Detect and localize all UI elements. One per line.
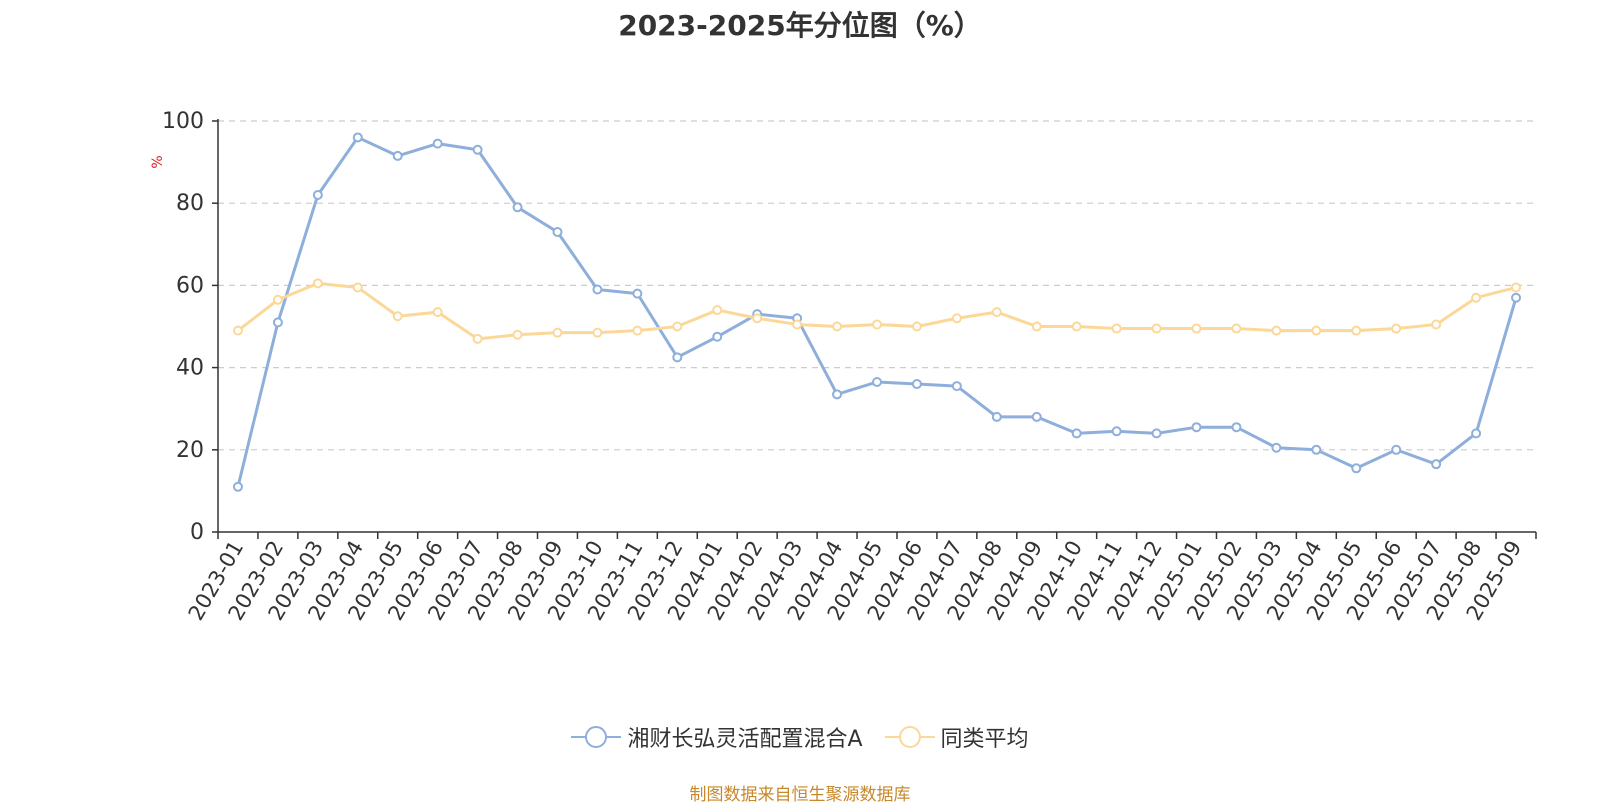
data-point-fund	[1031, 411, 1042, 422]
data-point-fund	[1271, 442, 1282, 453]
data-point-peer-average	[1311, 325, 1322, 336]
legend-marker-peer-icon	[884, 726, 935, 748]
data-point-peer-average	[1231, 323, 1242, 334]
y-tick-label: 40	[176, 356, 204, 381]
data-point-peer-average	[792, 319, 803, 330]
data-point-peer-average	[832, 321, 843, 332]
data-point-fund	[991, 411, 1002, 422]
data-point-fund	[272, 317, 283, 328]
data-point-fund	[1151, 428, 1162, 439]
data-point-peer-average	[1351, 325, 1362, 336]
data-point-peer-average	[1151, 323, 1162, 334]
data-point-fund	[552, 226, 563, 237]
data-point-peer-average	[512, 329, 523, 340]
data-point-peer-average	[232, 325, 243, 336]
data-point-fund	[1231, 422, 1242, 433]
y-tick-label: 20	[176, 438, 204, 463]
data-point-fund	[592, 284, 603, 295]
data-point-fund	[312, 189, 323, 200]
data-point-peer-average	[752, 313, 763, 324]
data-point-peer-average	[1391, 323, 1402, 334]
series-line-peer-average	[237, 281, 1517, 341]
data-point-fund	[712, 331, 723, 342]
legend-label-fund: 湘财长弘灵活配置混合A	[627, 727, 863, 752]
data-point-peer-average	[552, 327, 563, 338]
data-point-fund	[872, 376, 882, 387]
y-axis-label: %	[150, 155, 166, 168]
data-point-peer-average	[1071, 321, 1082, 332]
data-point-peer-average	[1191, 323, 1202, 334]
data-point-peer-average	[1031, 321, 1042, 332]
data-point-peer-average	[632, 325, 643, 336]
y-tick-label: 0	[190, 520, 204, 545]
data-point-fund	[951, 381, 962, 392]
data-point-fund	[472, 144, 483, 155]
data-point-peer-average	[392, 311, 403, 322]
data-point-fund	[672, 352, 683, 363]
data-point-fund	[432, 138, 443, 149]
data-point-peer-average	[672, 321, 683, 332]
data-point-peer-average	[1471, 292, 1482, 303]
legend-item-fund[interactable]: 湘财长弘灵活配置混合A	[571, 721, 863, 753]
data-point-fund	[352, 132, 363, 143]
data-point-peer-average	[1111, 323, 1122, 334]
data-point-peer-average	[312, 278, 323, 289]
data-point-fund	[832, 389, 843, 400]
y-tick-label: 80	[176, 191, 204, 216]
data-point-peer-average	[1271, 325, 1282, 336]
data-point-peer-average	[1431, 319, 1442, 330]
y-tick-label: 60	[176, 273, 204, 298]
data-point-fund	[1311, 444, 1322, 455]
data-point-fund	[512, 202, 523, 213]
data-point-peer-average	[272, 294, 283, 305]
data-point-peer-average	[911, 321, 922, 332]
data-point-fund	[232, 481, 243, 492]
data-point-fund	[1471, 428, 1482, 439]
y-tick-label: 100	[162, 109, 204, 134]
data-point-peer-average	[352, 282, 363, 293]
data-point-fund	[1431, 459, 1442, 470]
data-point-fund	[1351, 463, 1362, 474]
data-point-peer-average	[991, 307, 1002, 318]
data-point-peer-average	[1511, 282, 1522, 293]
legend-marker-fund-icon	[571, 726, 622, 748]
data-point-fund	[1071, 428, 1082, 439]
data-point-fund	[632, 288, 643, 299]
data-point-fund	[1391, 444, 1402, 455]
legend: 湘财长弘灵活配置混合A 同类平均	[0, 722, 1600, 752]
data-point-fund	[392, 150, 403, 161]
data-point-peer-average	[472, 333, 483, 344]
data-point-fund	[911, 379, 922, 390]
data-point-fund	[1191, 422, 1202, 433]
data-point-peer-average	[712, 305, 723, 316]
legend-item-peer-average[interactable]: 同类平均	[884, 721, 1029, 753]
data-point-fund	[1111, 426, 1122, 437]
data-point-peer-average	[872, 319, 882, 330]
chart-title: 2023-2025年分位图（%）	[618, 9, 982, 42]
data-point-peer-average	[951, 313, 962, 324]
legend-label-peer: 同类平均	[940, 727, 1029, 752]
data-point-peer-average	[432, 307, 443, 318]
data-point-peer-average	[592, 327, 603, 338]
data-point-fund	[1511, 292, 1522, 303]
data-source-note: 制图数据来自恒生聚源数据库	[689, 785, 911, 805]
